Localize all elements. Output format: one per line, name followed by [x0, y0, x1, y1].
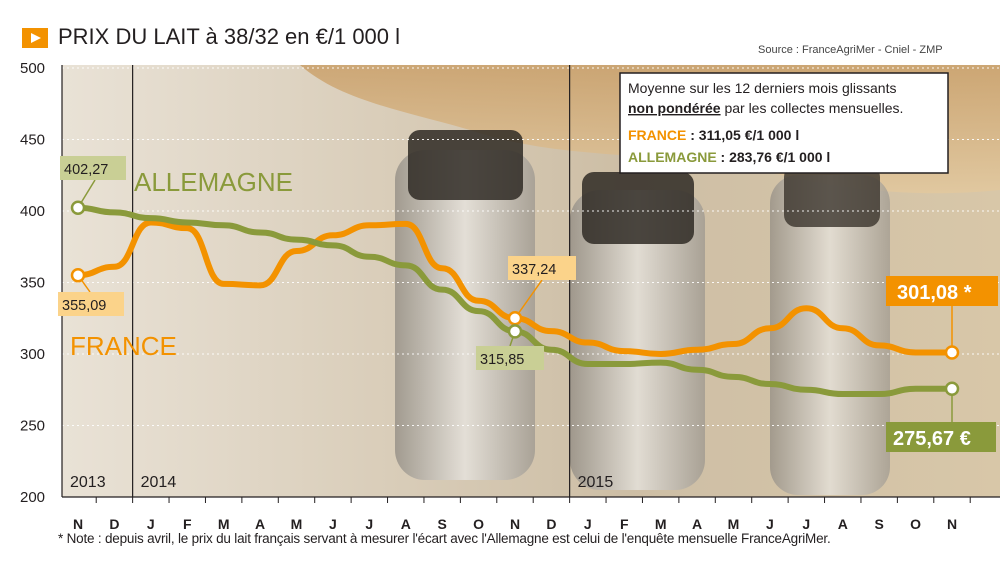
legend-allemagne: ALLEMAGNE : 283,76 €/1 000 l [628, 149, 830, 165]
y-tick-label: 300 [20, 346, 45, 363]
callout-text: 355,09 [62, 298, 106, 314]
annotation-leader [514, 279, 543, 319]
x-tick-label: A [838, 516, 848, 532]
callout-allemagne-end: 275,67 € [886, 422, 996, 452]
annotation-marker [70, 200, 86, 216]
legend-bold-text: non pondérée [628, 100, 721, 116]
year-label: 2015 [578, 474, 614, 491]
annotation-marker [507, 324, 523, 339]
callout-text: 301,08 * [897, 282, 972, 304]
x-tick-label: A [255, 516, 265, 532]
legend-line-1: Moyenne sur les 12 derniers mois glissan… [628, 80, 896, 96]
x-tick-label: S [874, 516, 883, 532]
annotation-marker [944, 345, 960, 360]
footnote: * Note : depuis avril, le prix du lait f… [58, 531, 831, 546]
x-tick-label: J [329, 516, 337, 532]
x-tick-label: O [473, 516, 484, 532]
y-tick-label: 350 [20, 275, 45, 292]
callout-allemagne-start: 402,27 [60, 156, 126, 180]
callout-text: 275,67 € [893, 428, 971, 450]
series-name-allemagne: ALLEMAGNE [134, 167, 293, 197]
x-tick-label: N [947, 516, 957, 532]
year-label: 2014 [141, 474, 177, 491]
callout-text: 402,27 [64, 162, 108, 178]
x-tick-label: M [291, 516, 303, 532]
annotation-marker [70, 267, 86, 283]
series-layer [70, 179, 960, 422]
callout-france-mid: 337,24 [508, 256, 576, 280]
x-tick-label: J [802, 516, 810, 532]
callout-allemagne-mid: 315,85 [476, 346, 544, 370]
chart-title: PRIX DU LAIT à 38/32 en €/1 000 l [58, 24, 401, 49]
callout-france-start: 355,09 [58, 292, 124, 316]
x-tick-label: D [109, 516, 119, 532]
x-tick-label: J [147, 516, 155, 532]
x-tick-label: O [910, 516, 921, 532]
series-name-france: FRANCE [70, 331, 177, 361]
y-axis: 200 250 300 350 400 450 500 [20, 60, 63, 506]
legend-france-label: FRANCE [628, 127, 686, 143]
source-note: Source : FranceAgriMer - Cniel - ZMP [758, 44, 943, 56]
x-tick-label: D [546, 516, 556, 532]
x-tick-label: J [365, 516, 373, 532]
x-axis: N D J F M A M J J A S O N D J F M A M J J A S O N 2013 2014 2015 [62, 474, 1000, 532]
legend-allemagne-label: ALLEMAGNE [628, 149, 717, 165]
x-tick-label: F [183, 516, 192, 532]
legend-allemagne-value: : 283,76 €/1 000 l [717, 149, 831, 165]
legend-line-2: non pondérée par les collectes mensuelle… [628, 100, 903, 116]
x-tick-label: A [692, 516, 702, 532]
y-tick-label: 200 [20, 489, 45, 506]
y-tick-label: 250 [20, 418, 45, 435]
y-tick-label: 400 [20, 203, 45, 220]
legend-france: FRANCE : 311,05 €/1 000 l [628, 127, 799, 143]
x-tick-label: A [401, 516, 411, 532]
legend-rest-text: par les collectes mensuelles. [721, 100, 904, 116]
series-line-france [75, 219, 955, 357]
x-tick-label: N [510, 516, 520, 532]
x-tick-label: M [218, 516, 230, 532]
annotation-marker [944, 381, 960, 397]
year-label: 2013 [70, 474, 106, 491]
callout-text: 337,24 [512, 262, 556, 278]
annotation-marker [507, 311, 523, 326]
title-arrow-icon [22, 28, 48, 48]
x-tick-label: J [766, 516, 774, 532]
x-tick-label: S [437, 516, 446, 532]
y-tick-label: 450 [20, 132, 45, 149]
x-tick-label: N [73, 516, 83, 532]
x-tick-label: M [728, 516, 740, 532]
average-legend-box: Moyenne sur les 12 derniers mois glissan… [619, 72, 949, 174]
x-tick-label: M [655, 516, 667, 532]
legend-france-value: : 311,05 €/1 000 l [686, 127, 799, 143]
callout-france-end: 301,08 * [886, 276, 998, 306]
x-tick-label: J [584, 516, 592, 532]
x-tick-label: F [620, 516, 629, 532]
callout-text: 315,85 [480, 352, 524, 368]
y-tick-label: 500 [20, 60, 45, 77]
